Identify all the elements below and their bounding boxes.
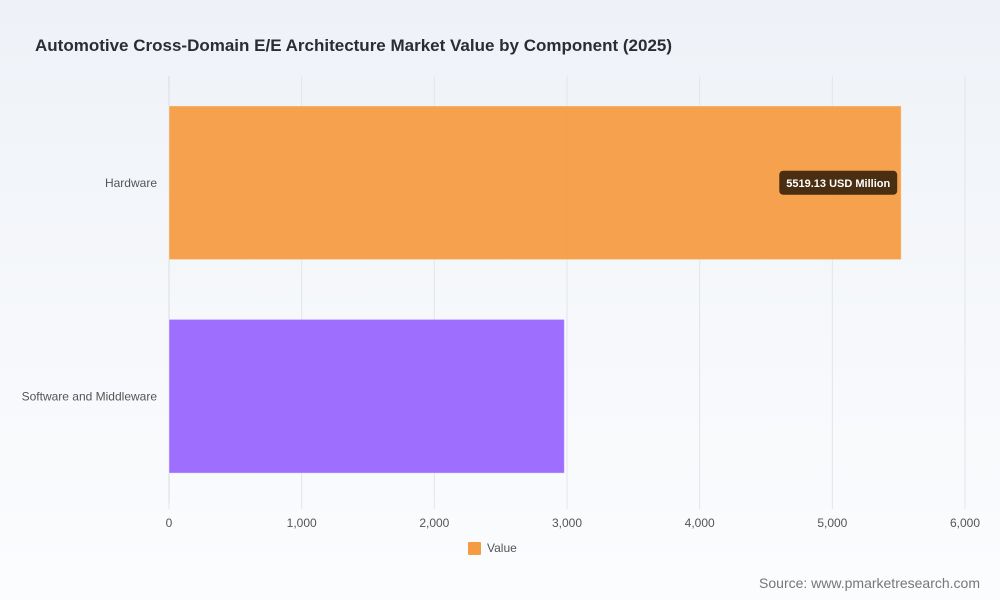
x-tick-label: 5,000: [817, 516, 847, 530]
data-label: 5519.13 USD Million: [779, 170, 898, 195]
x-tick-label: 0: [166, 516, 173, 530]
x-tick-label: 4,000: [685, 516, 715, 530]
data-labels: 5519.13 USD Million: [779, 170, 898, 195]
category-label: Software and Middleware: [22, 389, 158, 403]
category-label: Hardware: [105, 176, 157, 190]
x-tick-label: 6,000: [950, 516, 980, 530]
data-label-text: 5519.13 USD Million: [786, 178, 890, 190]
bar-software-and-middleware[interactable]: [168, 318, 565, 474]
legend[interactable]: Value: [468, 541, 517, 555]
legend-swatch: [468, 541, 481, 555]
source-note: Source: www.pmarketresearch.com: [759, 575, 980, 591]
x-tick-label: 1,000: [287, 516, 317, 530]
x-tick-label: 3,000: [552, 516, 582, 530]
x-axis-ticks: 0 1,000 2,000 3,000 4,000 5,000 6,000: [166, 516, 981, 530]
bars: [168, 105, 902, 474]
data-label-badge: [779, 170, 898, 195]
x-tick-label: 2,000: [419, 516, 449, 530]
bar-hardware[interactable]: [168, 105, 902, 261]
chart-title: Automotive Cross-Domain E/E Architecture…: [35, 36, 673, 55]
legend-label: Value: [487, 541, 517, 555]
category-labels: Hardware Software and Middleware: [22, 176, 158, 404]
